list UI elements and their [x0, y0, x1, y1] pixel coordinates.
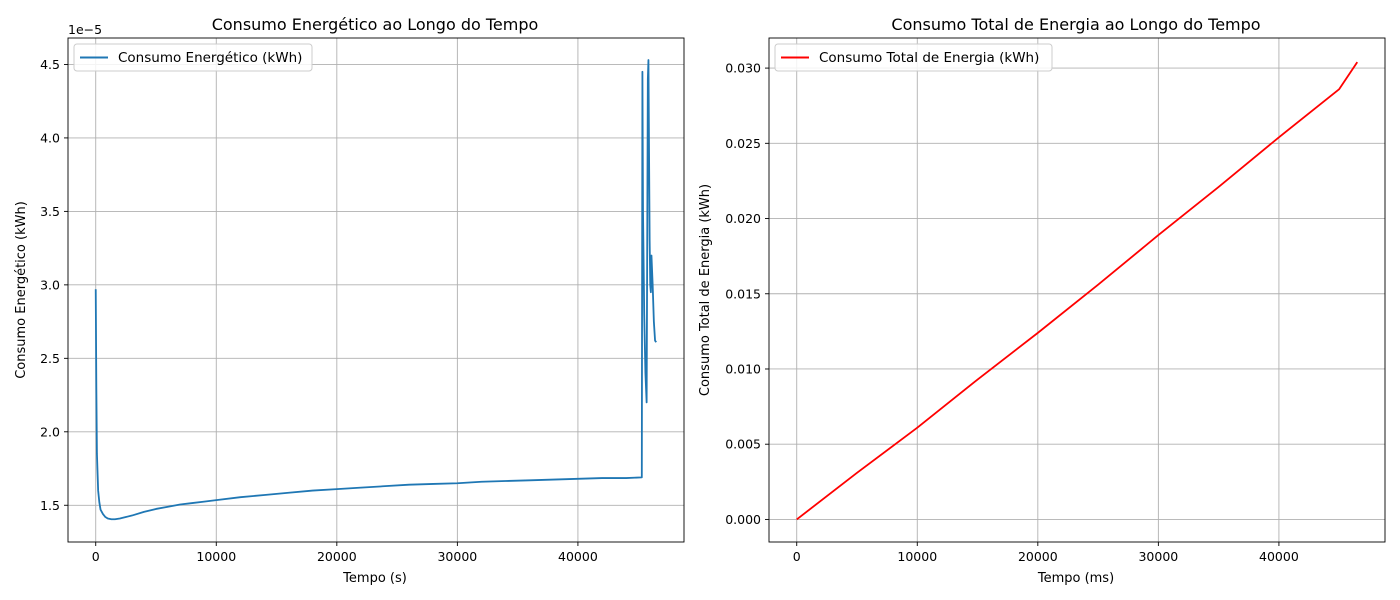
- y-tick-label: 0.005: [725, 437, 761, 452]
- legend-label: Consumo Total de Energia (kWh): [819, 50, 1039, 66]
- x-tick-label: 20000: [317, 549, 357, 564]
- y-tick-label: 4.5: [40, 57, 60, 72]
- y-axis-label: Consumo Energético (kWh): [14, 201, 29, 379]
- y-tick-label: 3.0: [40, 277, 60, 292]
- legend: Consumo Energético (kWh): [73, 43, 313, 72]
- series-line: [94, 59, 657, 521]
- chart-title: Consumo Energético ao Longo do Tempo: [212, 15, 539, 34]
- y-tick-label: 1.5: [40, 498, 60, 513]
- y-tick-label: 0.020: [725, 211, 761, 226]
- chart-energy-consumption: Consumo Energético ao Longo do Tempo 0 10…: [14, 15, 685, 586]
- y-tick-label: 0.010: [725, 361, 761, 376]
- y-axis-label: Consumo Total de Energia (kWh): [698, 184, 713, 396]
- y-tick-label: 2.5: [40, 351, 60, 366]
- y-tick-label: 0.015: [725, 286, 761, 301]
- y-tick-label: 4.0: [40, 130, 60, 145]
- plot-frame: [67, 37, 685, 543]
- x-tick-label: 30000: [1138, 549, 1178, 564]
- x-tick-label: 40000: [558, 549, 598, 564]
- chart-title: Consumo Total de Energia ao Longo do Tem…: [891, 15, 1260, 34]
- x-tick-label: 10000: [897, 549, 937, 564]
- legend: Consumo Total de Energia (kWh): [774, 43, 1053, 72]
- x-tick-label: 10000: [196, 549, 236, 564]
- x-axis-label: Tempo (ms): [1037, 571, 1114, 586]
- y-offset-text: 1e−5: [68, 22, 102, 37]
- x-tick-label: 0: [92, 549, 100, 564]
- y-tick-label: 2.0: [40, 424, 60, 439]
- y-tick-label: 0.030: [725, 61, 761, 76]
- y-tick-label: 3.5: [40, 204, 60, 219]
- x-tick-label: 30000: [437, 549, 477, 564]
- x-axis-label: Tempo (s): [342, 571, 407, 586]
- x-tick-label: 0: [793, 549, 801, 564]
- y-tick-label: 0.025: [725, 136, 761, 151]
- x-tick-label: 20000: [1018, 549, 1058, 564]
- y-tick-label: 0.000: [725, 512, 761, 527]
- legend-label: Consumo Energético (kWh): [118, 50, 302, 66]
- plot-frame: [768, 37, 1386, 543]
- series-line: [796, 61, 1359, 521]
- chart-total-energy: Consumo Total de Energia ao Longo do Tem…: [698, 15, 1386, 586]
- x-tick-label: 40000: [1259, 549, 1299, 564]
